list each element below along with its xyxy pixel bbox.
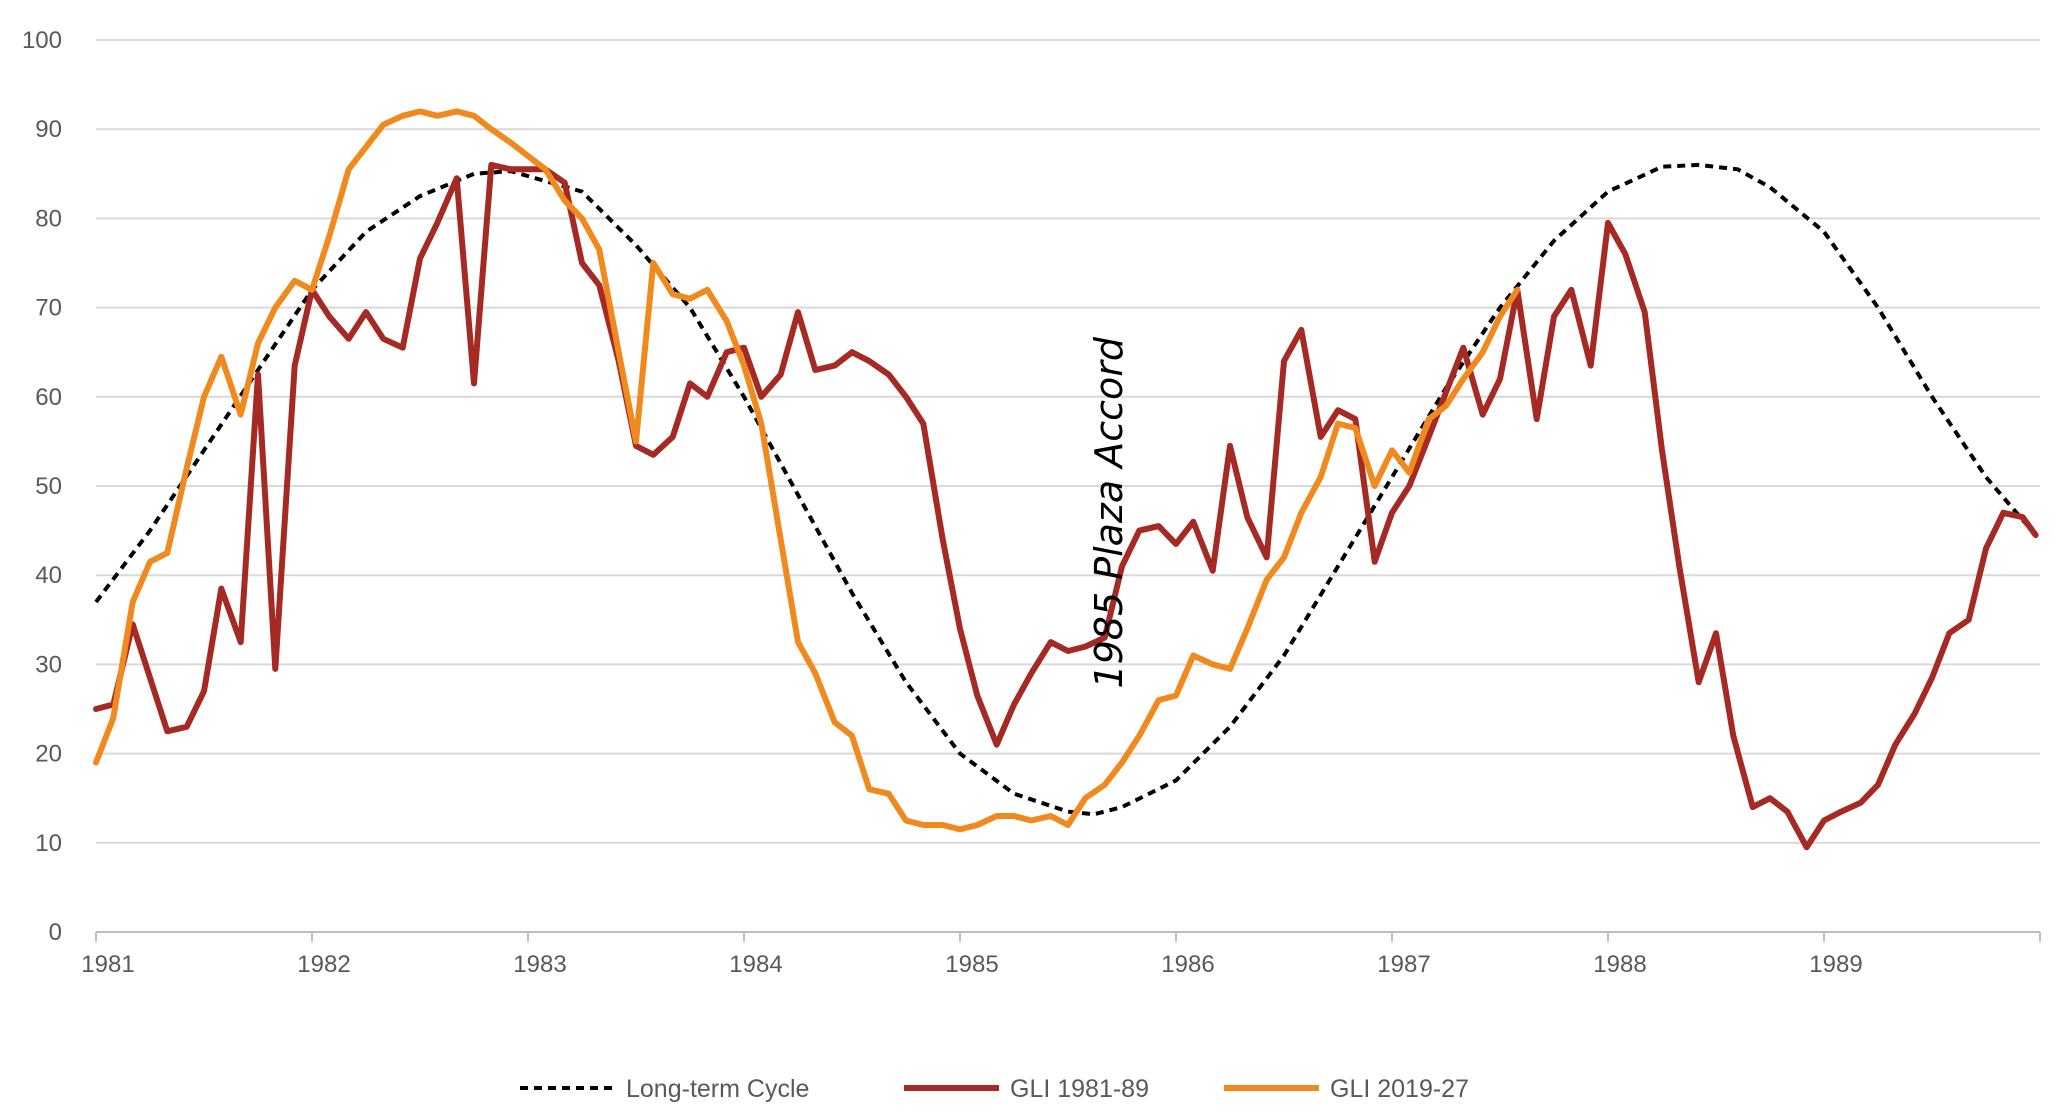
legend-label: GLI 1981-89	[1010, 1075, 1149, 1103]
x-tick-label: 1983	[513, 951, 566, 978]
y-tick-label: 0	[49, 919, 62, 946]
y-tick-label: 20	[35, 741, 62, 768]
series-layer	[93, 108, 2039, 851]
x-tick-label: 1986	[1161, 951, 1214, 978]
legend-label: GLI 2019-27	[1330, 1075, 1469, 1103]
series-line-long-term-cycle	[94, 162, 2038, 817]
legend-label: Long-term Cycle	[626, 1075, 809, 1103]
annotation-layer: 1985 Plaza Accord	[1087, 336, 1131, 689]
legend: Long-term Cycle GLI 1981-89 GLI 2019-27	[520, 1075, 1469, 1103]
gridlines	[96, 39, 2040, 844]
x-tick-label: 1981	[81, 951, 134, 978]
y-tick-label: 70	[35, 295, 62, 322]
x-tick-label: 1984	[729, 951, 782, 978]
series-line-gli-1981-89	[93, 161, 2039, 851]
x-tick-label: 1982	[297, 951, 350, 978]
y-tick-label: 100	[22, 27, 62, 54]
series-line-gli-2019-27	[93, 108, 1521, 833]
y-tick-label: 10	[35, 830, 62, 857]
y-tick-label: 30	[35, 651, 62, 678]
y-tick-label: 80	[35, 205, 62, 232]
x-tick-label: 1988	[1593, 951, 1646, 978]
x-tick-label: 1989	[1809, 951, 1862, 978]
y-axis-ticks: 0 10 20 30 40 50 60 70 80 90 100	[22, 27, 62, 946]
y-tick-label: 50	[35, 473, 62, 500]
y-tick-label: 90	[35, 116, 62, 143]
x-tick-label: 1985	[945, 951, 998, 978]
x-tick-label: 1987	[1377, 951, 1430, 978]
x-axis: 1981 1982 1983 1984 1985 1986 1987 1988 1989	[81, 931, 2041, 978]
y-tick-label: 60	[35, 384, 62, 411]
y-tick-label: 40	[35, 562, 62, 589]
annotation-plaza-accord: 1985 Plaza Accord	[1087, 336, 1131, 689]
